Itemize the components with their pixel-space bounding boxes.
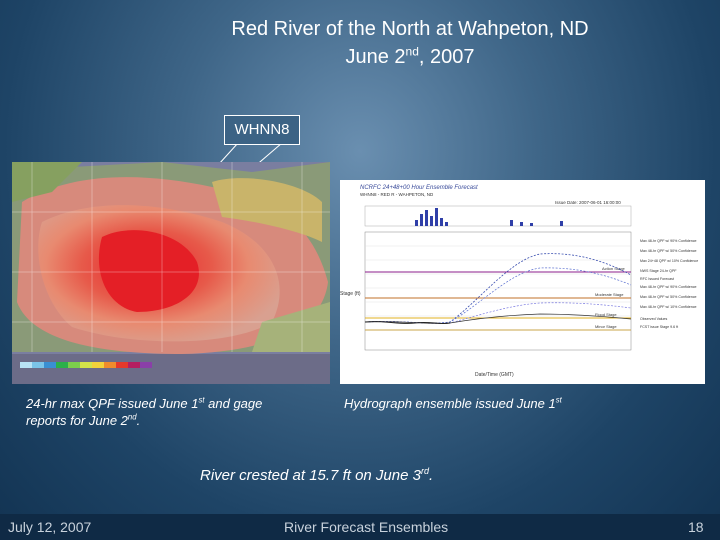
gage-callout: WHNN8 <box>224 115 300 145</box>
footer-date: July 12, 2007 <box>8 519 92 535</box>
qpf-map-image <box>12 162 330 384</box>
legend-item: Max 48-hr QPF w/ 10% Confidence <box>640 305 697 309</box>
legend-item: Max 24+48 QPF w/ 10% Confidence <box>640 259 698 263</box>
legend-item: NWS Stage 24-hr QPF <box>640 269 677 273</box>
crest-statement: River crested at 15.7 ft on June 3rd. <box>200 466 434 485</box>
legend-item: Observed Values <box>640 317 668 321</box>
map-caption: 24-hr max QPF issued June 1st and gage r… <box>26 395 263 428</box>
footer-bar <box>0 514 720 540</box>
legend-item: Max 48-hr QPF w/ 90% Confidence <box>640 239 697 243</box>
hydrograph-caption: Hydrograph ensemble issued June 1st <box>344 395 562 411</box>
flood-label-flood: Flood Stage <box>595 312 617 317</box>
hydrograph-image: NCRFC 24+48+00 Hour Ensemble Forecast WH… <box>340 180 705 384</box>
flood-label-action: Action Stage <box>602 266 625 271</box>
hydrograph-xlabel: Date/Time (GMT) <box>475 372 514 378</box>
flood-label-minor: Minor Stage <box>595 324 617 329</box>
hydrograph-issue-time: Issue Date: 2007-06-01 16:00:00 <box>555 200 621 205</box>
hydrograph-title: NCRFC 24+48+00 Hour Ensemble Forecast <box>360 185 478 191</box>
legend-note: FCST issue Stage 9.6 ft <box>640 325 678 329</box>
legend-item: Max 48-hr QPF w/ 50% Confidence <box>640 249 697 253</box>
hydrograph-subtitle: WHNN8 - RED R - WAHPETON, ND <box>360 192 434 197</box>
hydrograph-ylabel: Stage (ft) <box>340 291 361 297</box>
flood-label-moderate: Moderate Stage <box>595 292 624 297</box>
slide-title-line2: June 2nd, 2007 <box>345 44 475 68</box>
legend-item: RFC Issued Forecast <box>640 277 674 281</box>
footer-title: River Forecast Ensembles <box>284 519 449 535</box>
page-number: 18 <box>688 519 704 535</box>
legend-item: Max 48-hr QPF w/ 50% Confidence <box>640 295 697 299</box>
slide-title-line1: Red River of the North at Wahpeton, ND <box>231 18 589 40</box>
legend-item: Max 48-hr QPF w/ 90% Confidence <box>640 285 697 289</box>
